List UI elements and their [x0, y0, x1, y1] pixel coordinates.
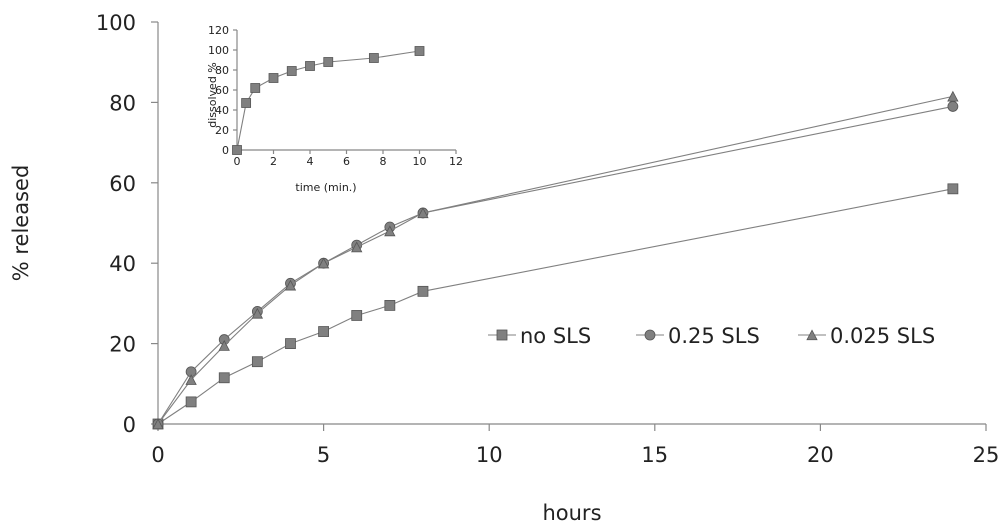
legend-item: 0.25 SLS: [636, 324, 760, 348]
inset-series-0-point: [286, 66, 297, 76]
inset-y-tick-label: 80: [215, 64, 229, 77]
main-series-no-sls-point: [417, 285, 429, 297]
inset-x-tick-label: 8: [380, 155, 387, 168]
main-x-tick-label: 15: [641, 443, 668, 467]
inset-series-0-point: [368, 53, 379, 63]
main-series-no-sls-point: [251, 356, 263, 368]
inset-series-0-point: [250, 83, 261, 93]
inset-series-0-point: [268, 73, 279, 83]
legend-item: 0.025 SLS: [798, 324, 935, 348]
main-y-tick-label: 80: [109, 91, 136, 115]
main-series-0-025-sls-point: [284, 279, 297, 291]
main-series-0-025-sls-line: [157, 95, 953, 425]
main-series-0-025-sls-point: [251, 307, 264, 319]
main-series-0-025-sls-point: [218, 340, 230, 351]
main-series-0-025-sls-point: [185, 374, 197, 385]
y-axis-title: % released: [9, 165, 33, 282]
inset-series-0-point: [305, 61, 315, 71]
main-series-no-sls: [152, 183, 959, 430]
legend-marker: [644, 329, 656, 341]
main-series-no-sls-point: [351, 310, 363, 321]
inset-series: [232, 46, 425, 155]
inset-y-tick-label: 0: [222, 144, 229, 157]
legend-label: no SLS: [520, 324, 591, 348]
inset-x-tick-label: 6: [343, 155, 350, 168]
inset-y-axis-title: dissolved %: [206, 62, 219, 128]
main-series-no-sls-point: [185, 396, 197, 408]
inset-y-tick-label: 40: [215, 104, 229, 117]
legend-item: no SLS: [488, 324, 591, 348]
main-x-tick-label: 0: [151, 443, 164, 467]
main-y-tick-label: 20: [109, 333, 136, 357]
legend-marker: [496, 329, 508, 341]
inset-x-tick-label: 2: [270, 155, 277, 168]
main-series-0-025-sls-point: [351, 241, 363, 253]
main-series-no-sls-point: [947, 183, 959, 195]
inset-x-tick-label: 10: [413, 155, 427, 168]
main-series-no-sls-point: [318, 326, 330, 337]
main-x-tick-label: 25: [973, 443, 1000, 467]
main-series-0-25-sls-line: [157, 105, 953, 425]
main-series-0-025-sls-point: [384, 225, 396, 237]
main-series-0-025-sls-point: [317, 257, 330, 269]
inset-axes: [233, 29, 457, 154]
inset-x-axis-title: time (min.): [295, 181, 356, 194]
main-y-tick-label: 60: [109, 172, 136, 196]
main-y-tick-label: 40: [109, 252, 136, 276]
inset-series-0-point: [241, 98, 252, 108]
inset-series-0-point: [414, 46, 425, 56]
main-series-0-025-sls: [152, 90, 959, 430]
inset-x-tick-label: 4: [307, 155, 314, 168]
legend-label: 0.25 SLS: [668, 324, 760, 348]
inset-series-0: [232, 46, 425, 155]
inset-y-tick-label: 20: [215, 124, 229, 137]
main-series-0-025-sls-point: [947, 90, 959, 102]
main-series-0-025-sls-point: [152, 418, 164, 430]
inset-y-tick-label: 120: [208, 24, 229, 37]
main-x-tick-label: 5: [317, 443, 330, 467]
x-axis-title: hours: [542, 501, 601, 525]
main-x-tick-label: 20: [807, 443, 834, 467]
main-series-0-25-sls-point: [947, 101, 959, 112]
legend: no SLS 0.25 SLS 0.025 SLS: [488, 324, 935, 348]
main-axes: [151, 21, 987, 431]
inset-y-tick-label: 100: [208, 44, 229, 57]
legend-label: 0.025 SLS: [830, 324, 935, 348]
main-x-tick-label: 10: [476, 443, 503, 467]
main-series-no-sls-line: [157, 188, 953, 425]
inset-x-tick-label: 0: [234, 155, 241, 168]
legend-marker: [806, 329, 818, 341]
inset-y-tick-label: 60: [215, 84, 229, 97]
inset-series-0-point: [323, 57, 334, 67]
main-y-tick-label: 0: [123, 413, 136, 437]
main-series-no-sls-point: [285, 338, 296, 350]
main-series-0-025-sls-point: [417, 207, 429, 219]
main-series-no-sls-point: [218, 372, 230, 384]
main-series-no-sls-point: [384, 300, 396, 311]
inset-x-tick-label: 12: [449, 155, 463, 168]
main-series: [152, 90, 959, 430]
inset-series-0-point: [232, 145, 242, 155]
main-y-tick-label: 100: [96, 11, 136, 35]
